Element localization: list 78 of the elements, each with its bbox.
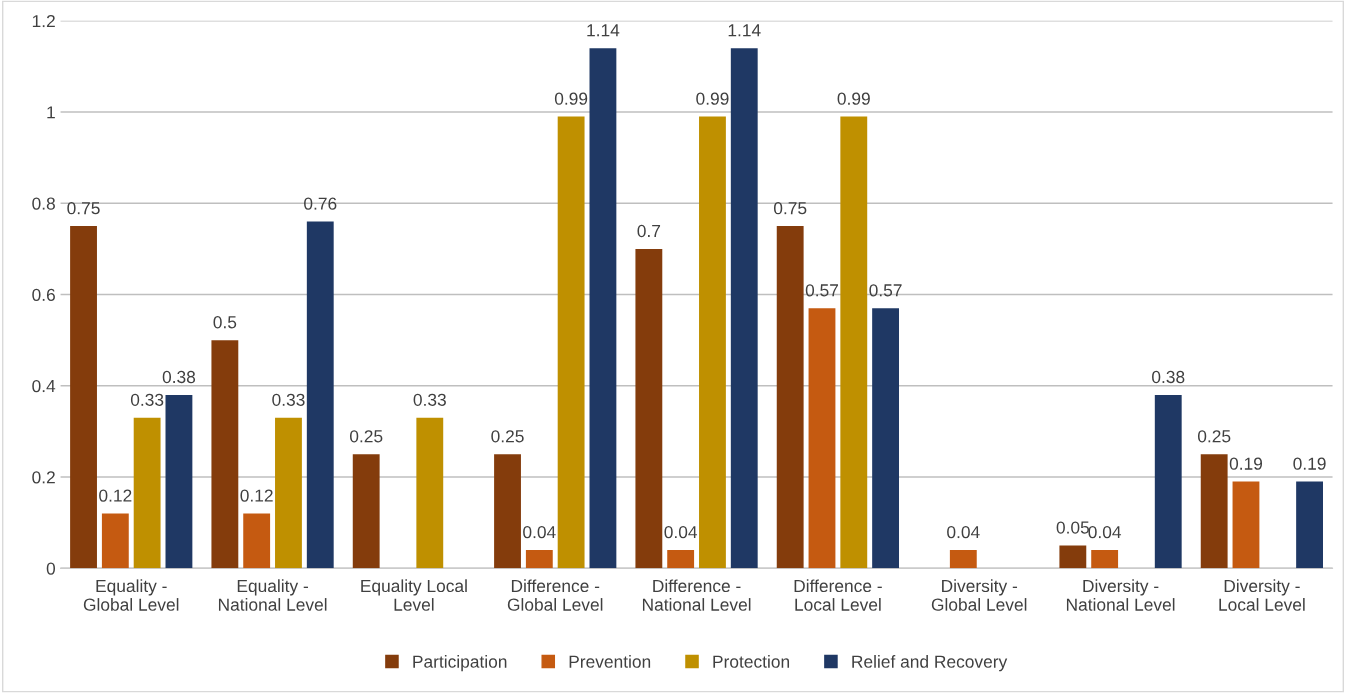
bar xyxy=(1232,481,1260,569)
bar xyxy=(416,417,444,569)
data-label: 0.76 xyxy=(304,197,337,210)
bar xyxy=(243,513,271,569)
data-label: 0.12 xyxy=(99,489,132,502)
bar xyxy=(1059,545,1087,569)
y-tick-label: 0.4 xyxy=(32,379,56,393)
data-label: 0.5 xyxy=(213,316,237,329)
bar xyxy=(101,513,129,569)
data-label: 1.14 xyxy=(587,24,620,37)
bar xyxy=(730,48,758,569)
bar xyxy=(667,550,695,569)
x-tick-label: Equality Local Level xyxy=(361,579,467,611)
data-label: 0.33 xyxy=(272,393,305,406)
x-tick-label: Diversity - Local Level xyxy=(1219,579,1305,611)
bar xyxy=(635,248,663,569)
bar xyxy=(1154,394,1182,569)
x-tick-label: Difference - Local Level xyxy=(794,579,882,611)
x-tick-label: Difference - National Level xyxy=(642,579,751,611)
data-label: 0.38 xyxy=(1152,370,1185,384)
data-label: 1.14 xyxy=(728,24,761,37)
bar xyxy=(494,454,521,569)
data-label: 0.04 xyxy=(1088,525,1122,539)
bar xyxy=(776,226,804,569)
bar xyxy=(70,226,97,569)
data-label: 0.04 xyxy=(664,525,698,539)
data-label: 0.99 xyxy=(554,92,588,105)
y-tick-label: 1 xyxy=(47,106,55,119)
x-tick-label: Diversity - National Level xyxy=(1066,579,1175,611)
bar xyxy=(557,116,585,569)
bar xyxy=(211,340,239,569)
legend-label: Prevention xyxy=(569,655,651,668)
y-tick-label: 0.6 xyxy=(32,288,55,301)
data-label: 0.25 xyxy=(349,430,383,443)
data-label: 0.57 xyxy=(805,284,839,297)
bar xyxy=(872,308,900,569)
bar xyxy=(352,454,380,569)
data-label: 0.25 xyxy=(491,430,524,443)
bar xyxy=(699,116,726,569)
bar xyxy=(1296,481,1323,569)
data-label: 0.33 xyxy=(130,393,164,406)
bar xyxy=(589,48,617,569)
y-tick-label: 0.2 xyxy=(32,471,55,484)
legend-label: Relief and Recovery xyxy=(852,655,1008,672)
data-label: 0.57 xyxy=(869,284,902,297)
data-label: 0.19 xyxy=(1229,457,1263,470)
y-tick-label: 0 xyxy=(46,562,56,575)
bar xyxy=(133,417,161,569)
data-label: 0.12 xyxy=(240,489,273,502)
legend-label: Participation xyxy=(413,655,507,672)
bar xyxy=(165,394,193,569)
bar xyxy=(949,550,977,569)
bar xyxy=(1091,550,1119,569)
bar xyxy=(306,221,334,569)
data-label: 0.33 xyxy=(413,393,446,406)
data-label: 0.7 xyxy=(637,224,661,238)
data-label: 0.75 xyxy=(773,202,807,215)
bar xyxy=(525,550,553,569)
bar xyxy=(275,417,302,569)
bar xyxy=(808,308,836,569)
data-label: 0.38 xyxy=(162,370,196,384)
data-label: 0.04 xyxy=(947,525,980,539)
bar xyxy=(1200,454,1228,569)
x-tick-label: Diversity - Global Level xyxy=(931,579,1027,611)
data-label: 0.04 xyxy=(523,525,556,539)
data-label: 0.99 xyxy=(837,92,870,105)
data-label: 0.19 xyxy=(1293,457,1326,470)
bar xyxy=(840,116,868,569)
data-label: 0.05 xyxy=(1056,521,1090,534)
data-label: 0.25 xyxy=(1197,430,1231,443)
legend-label: Protection xyxy=(713,655,790,668)
y-tick-label: 0.8 xyxy=(32,197,55,210)
x-tick-label: Equality - Global Level xyxy=(83,579,179,611)
y-tick-label: 1.2 xyxy=(32,14,55,28)
data-label: 0.75 xyxy=(67,202,100,215)
x-tick-label: Difference - Global Level xyxy=(507,579,603,611)
data-label: 0.99 xyxy=(696,92,729,105)
x-tick-label: Equality - National Level xyxy=(218,579,327,611)
